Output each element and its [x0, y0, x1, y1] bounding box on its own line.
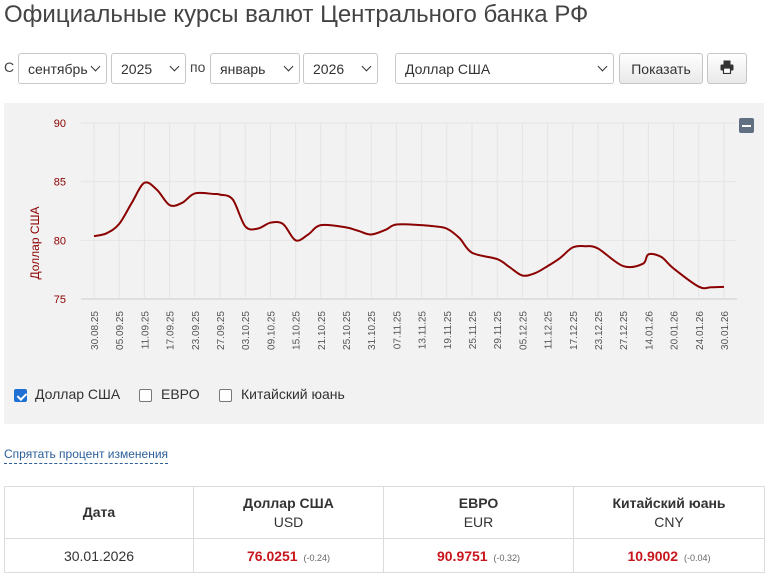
date-header: Дата	[4, 486, 194, 539]
x-tick-label: 27.09.25	[216, 311, 227, 350]
y-tick-label: 75	[54, 294, 66, 306]
rate-cell-eur: 90.9751 (-0.32)	[383, 538, 574, 573]
x-tick-label: 05.09.25	[115, 311, 126, 350]
to-month-select[interactable]: январь	[210, 53, 300, 84]
x-tick-label: 07.11.25	[392, 311, 403, 350]
legend-label-eur: ЕВРО	[161, 386, 200, 402]
x-tick-label: 23.12.25	[594, 311, 605, 350]
from-year-value: 2025	[121, 61, 153, 77]
y-tick-label: 85	[54, 177, 66, 189]
x-tick-label: 23.09.25	[191, 311, 202, 350]
hide-percent-change-link[interactable]: Спрятать процент изменения	[4, 447, 169, 464]
x-tick-label: 05.12.25	[518, 311, 529, 350]
currency-value: Доллар США	[405, 61, 491, 77]
to-label: по	[190, 59, 206, 75]
rate-change-usd: (-0.24)	[303, 552, 330, 563]
x-tick-label: 11.09.25	[140, 311, 151, 350]
x-tick-label: 27.12.25	[619, 311, 630, 350]
rate-change-eur: (-0.32)	[493, 552, 520, 563]
to-year-value: 2026	[313, 61, 345, 77]
series-line-usd	[93, 181, 725, 290]
x-tick-label: 31.10.25	[367, 311, 378, 350]
currency-select[interactable]: Доллар США	[395, 53, 614, 84]
show-button[interactable]: Показать	[619, 53, 703, 84]
x-tick-label: 19.11.25	[443, 311, 454, 350]
filter-bar: С сентябрь 2025 по январь 2026 Доллар СШ…	[0, 53, 767, 84]
print-button[interactable]	[707, 53, 747, 84]
table-header-row: Дата Доллар США USD ЕВРО EUR Китайский ю…	[4, 486, 765, 539]
y-tick-label: 80	[54, 235, 66, 247]
page-title: Официальные курсы валют Центрального бан…	[4, 1, 589, 28]
x-tick-label: 29.11.25	[493, 311, 504, 350]
printer-icon	[720, 60, 734, 75]
chevron-down-icon	[361, 61, 372, 72]
x-tick-label: 30.08.25	[90, 311, 101, 350]
x-tick-label: 09.10.25	[266, 311, 277, 350]
x-tick-label: 20.01.26	[670, 311, 681, 350]
currency-header-usd: Доллар США USD	[193, 486, 384, 539]
to-year-select[interactable]: 2026	[303, 53, 378, 84]
x-tick-label: 17.09.25	[166, 311, 177, 350]
from-month-value: сентябрь	[28, 61, 88, 77]
from-year-select[interactable]: 2025	[111, 53, 186, 84]
rate-value-eur: 90.9751	[436, 547, 488, 564]
chevron-down-icon	[597, 61, 608, 72]
chevron-down-icon	[169, 61, 180, 72]
y-axis-label: Доллар США	[28, 206, 42, 279]
chevron-down-icon	[90, 61, 101, 72]
x-tick-label: 30.01.26	[720, 311, 731, 350]
from-month-select[interactable]: сентябрь	[18, 53, 107, 84]
x-tick-label: 15.10.25	[292, 311, 303, 350]
rates-table: Дата Доллар США USD ЕВРО EUR Китайский ю…	[4, 486, 765, 573]
rate-value-usd: 76.0251	[246, 547, 298, 564]
legend-label-usd: Доллар США	[35, 386, 121, 402]
row-date: 30.01.2026	[4, 538, 194, 573]
collapse-chart-button[interactable]	[739, 118, 754, 133]
x-tick-label: 13.11.25	[418, 311, 429, 350]
rate-cell-usd: 76.0251 (-0.24)	[193, 538, 384, 573]
from-label: С	[4, 59, 15, 75]
checkbox-usd[interactable]	[14, 389, 27, 402]
rate-cell-cny: 10.9002 (-0.04)	[573, 538, 765, 573]
rate-chart: Доллар США 75 80 85 90 30.08.25 05.09.25 11.0…	[28, 118, 737, 350]
x-tick-label: 17.12.25	[569, 311, 580, 350]
checkbox-eur[interactable]	[139, 389, 152, 402]
currency-header-eur: ЕВРО EUR	[383, 486, 574, 539]
x-tick-label: 21.10.25	[317, 311, 328, 350]
currency-header-cny: Китайский юань CNY	[573, 486, 765, 539]
checkbox-cny[interactable]	[219, 389, 232, 402]
x-tick-label: 03.10.25	[241, 311, 252, 350]
x-tick-label: 24.01.26	[695, 311, 706, 350]
x-tick-label: 11.12.25	[544, 311, 555, 350]
chevron-down-icon	[283, 61, 294, 72]
chart-panel: Доллар США 75 80 85 90 30.08.25 05.09.25 11.0…	[4, 103, 764, 424]
x-tick-label: 25.10.25	[342, 311, 353, 350]
x-tick-label: 14.01.26	[644, 311, 655, 350]
y-tick-label: 90	[54, 118, 66, 130]
rate-value-cny: 10.9002	[627, 547, 679, 564]
x-tick-label: 25.11.25	[468, 311, 479, 350]
legend-label-cny: Китайский юань	[241, 386, 345, 402]
to-month-value: январь	[220, 61, 266, 77]
rate-change-cny: (-0.04)	[683, 552, 711, 563]
table-row: 30.01.2026 76.0251 (-0.24) 90.9751 (-0.3…	[4, 538, 765, 573]
